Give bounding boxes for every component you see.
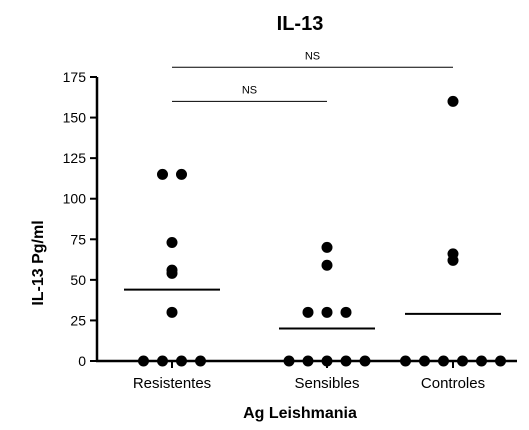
data-point	[419, 355, 430, 367]
data-point	[283, 355, 295, 367]
x-axis-label: Ag Leishmania	[243, 405, 357, 422]
y-tick-label: 0	[78, 353, 86, 369]
chart-title: IL-13	[277, 13, 324, 35]
data-point	[495, 355, 506, 367]
data-point	[438, 355, 449, 367]
data-point	[400, 355, 411, 367]
y-tick-label: 150	[63, 110, 87, 126]
data-point	[321, 355, 333, 367]
data-point	[176, 355, 187, 367]
data-point	[340, 306, 352, 318]
data-point	[157, 168, 168, 180]
data-point	[321, 306, 333, 318]
data-point	[476, 355, 487, 367]
y-tick-label: 100	[63, 191, 87, 207]
data-point	[176, 168, 187, 180]
y-tick-label: 25	[70, 312, 86, 328]
y-tick-label: 75	[70, 231, 86, 247]
y-tick-label: 125	[63, 150, 87, 166]
data-point	[195, 355, 206, 367]
data-point	[321, 259, 333, 271]
x-tick-label: Controles	[421, 375, 485, 392]
y-axis-label: IL-13 Pg/ml	[30, 220, 47, 305]
y-tick-label: 50	[70, 272, 86, 288]
data-point	[138, 355, 149, 367]
x-tick-label: Sensibles	[294, 375, 359, 392]
data-point	[166, 264, 178, 276]
data-point	[447, 248, 459, 260]
x-tick-label: Resistentes	[133, 375, 211, 392]
data-point	[302, 355, 314, 367]
data-point	[157, 355, 168, 367]
data-point	[447, 95, 459, 107]
y-tick-label: 175	[63, 69, 87, 85]
data-point	[359, 355, 371, 367]
significance-label: NS	[242, 84, 257, 96]
data-point	[321, 241, 333, 253]
significance-label: NS	[305, 50, 320, 62]
data-point	[302, 306, 314, 318]
data-point	[457, 355, 468, 367]
data-point	[166, 306, 178, 318]
plot-area: 0 25 50 75 100 125 150 175 Resistentes Sensibles C…	[63, 50, 517, 392]
data-point	[340, 355, 352, 367]
data-point	[166, 237, 178, 249]
